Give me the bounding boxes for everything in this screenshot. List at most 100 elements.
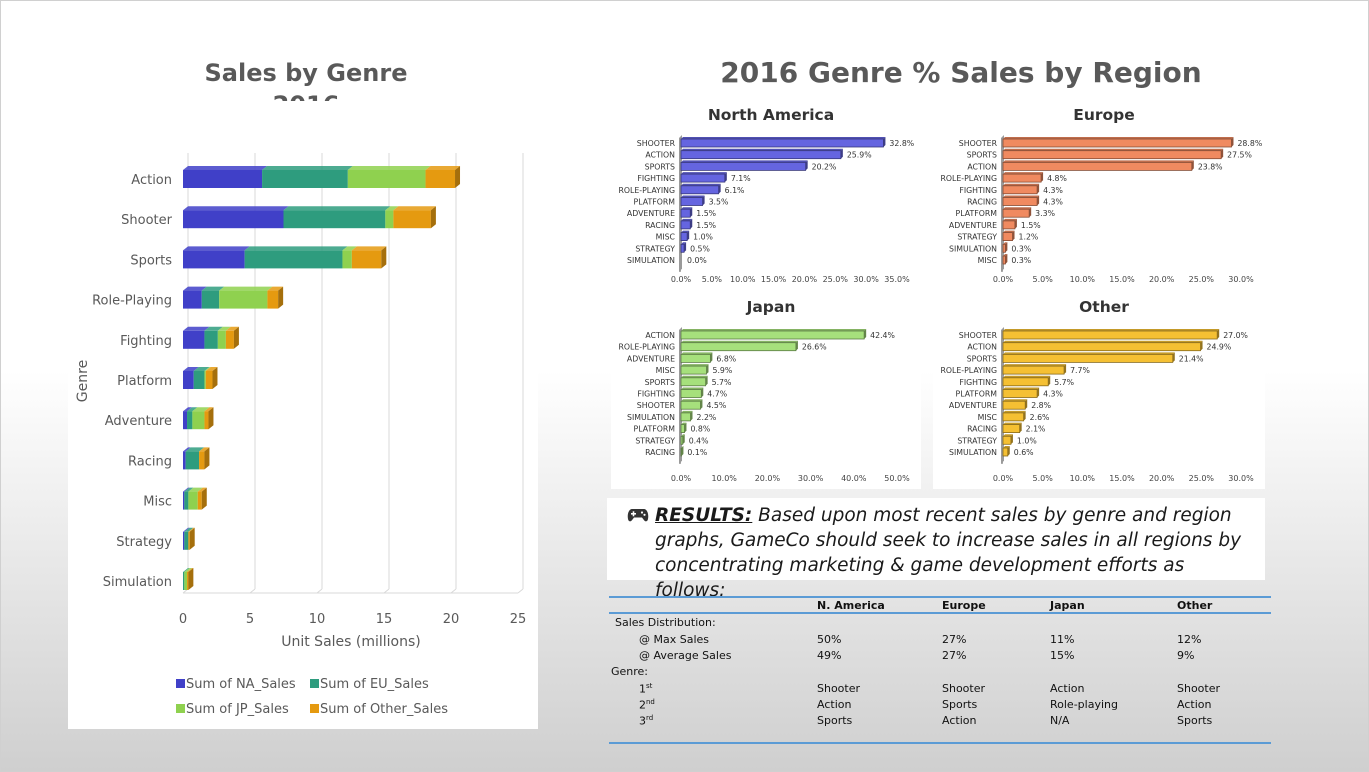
data-label: 2.1% bbox=[1026, 425, 1046, 434]
category-label: MISC bbox=[978, 413, 998, 422]
x-tick-label: 25.0% bbox=[1189, 474, 1215, 483]
category-label: MISC bbox=[978, 256, 998, 265]
bar-end-face bbox=[188, 568, 194, 590]
bar-end-face bbox=[1037, 195, 1040, 206]
bar-end-face bbox=[864, 329, 867, 339]
bar-end-face bbox=[212, 367, 218, 389]
legend-swatch bbox=[310, 704, 319, 713]
bar-segment-top bbox=[262, 166, 353, 170]
other-chart-panel: Other 0.0% 5.0% 10.0% 15.0% 20.0% 25.0% 30.0% SH… bbox=[933, 294, 1265, 489]
y-tick-label: Strategy bbox=[116, 535, 172, 550]
bar-segment bbox=[425, 170, 456, 188]
category-label: ADVENTURE bbox=[949, 401, 997, 410]
y-tick-label: Shooter bbox=[121, 213, 172, 228]
eu-chart-panel: Europe 0.0% 5.0% 10.0% 15.0% 20.0% 25.0% 30.0% S… bbox=[933, 102, 1265, 290]
genre-sales-chart: 0 5 10 15 20 25 Action Shooter Sports Role-Playin… bbox=[75, 153, 526, 717]
bar-segment bbox=[201, 290, 220, 309]
data-label: 26.6% bbox=[802, 343, 827, 352]
bar-segment bbox=[204, 330, 218, 349]
eu-chart: Europe 0.0% 5.0% 10.0% 15.0% 20.0% 25.0% 30.0% S… bbox=[940, 106, 1262, 284]
bar-end-face bbox=[690, 410, 693, 421]
bar-top-face bbox=[1003, 352, 1175, 355]
category-label: SPORTS bbox=[645, 162, 675, 171]
x-tick-label: 0.0% bbox=[993, 474, 1014, 483]
col-header-other: Other bbox=[1177, 599, 1213, 612]
bar-end-face bbox=[1010, 434, 1013, 445]
bar-end-face bbox=[701, 387, 704, 398]
bar-end-face bbox=[690, 218, 693, 229]
bar bbox=[680, 232, 688, 242]
category-label: FIGHTING bbox=[959, 186, 997, 195]
x-tick-label: 5 bbox=[246, 612, 254, 627]
bar-segment-top bbox=[184, 487, 194, 492]
y-tick-label: Sports bbox=[130, 253, 172, 268]
na-chart: North America 0.0% 5.0% 10.0% 15.0% 20.0% 25.0… bbox=[618, 106, 914, 284]
category-label: FIGHTING bbox=[637, 174, 675, 183]
genre-second-na: Action bbox=[817, 698, 852, 711]
data-label: 4.3% bbox=[1043, 186, 1063, 195]
avg-sales-na: 49% bbox=[817, 649, 842, 662]
bar-segment-top bbox=[183, 447, 191, 452]
avg-sales-jp: 15% bbox=[1050, 649, 1075, 662]
category-label: STRATEGY bbox=[957, 233, 997, 242]
bar-segment bbox=[204, 371, 206, 389]
y-tick-label: Platform bbox=[117, 374, 172, 389]
bar bbox=[680, 243, 685, 253]
category-label: ROLE-PLAYING bbox=[618, 186, 675, 195]
section-genre: Genre: bbox=[611, 665, 649, 678]
x-tick-label: 20.0% bbox=[1149, 474, 1175, 483]
col-header-jp: Japan bbox=[1050, 599, 1085, 612]
jp-chart: Japan 0.0% 10.0% 20.0% 30.0% 40.0% 50.0% ACTION… bbox=[618, 298, 910, 483]
x-tick-label: 50.0% bbox=[884, 474, 910, 483]
bar-end-face bbox=[1200, 340, 1203, 351]
x-tick-label: 40.0% bbox=[841, 474, 867, 483]
rank-suffix: nd bbox=[646, 698, 655, 706]
category-label: ROLE-PLAYING bbox=[940, 174, 997, 183]
bar-top-face bbox=[681, 242, 687, 245]
bar-end-face bbox=[883, 137, 886, 147]
bar-end-face bbox=[1014, 218, 1017, 229]
bar-top-face bbox=[1003, 329, 1220, 331]
bar-segment-top bbox=[217, 326, 231, 331]
row-label-max-sales: @ Max Sales bbox=[639, 633, 710, 646]
bar bbox=[680, 389, 702, 398]
legend-label: Sum of EU_Sales bbox=[320, 677, 429, 692]
bar-top-face bbox=[1003, 137, 1234, 139]
bar-segment-top bbox=[183, 527, 190, 532]
category-label: SHOOTER bbox=[637, 401, 676, 410]
bar-top-face bbox=[1003, 207, 1032, 210]
category-label: SHOOTER bbox=[637, 139, 676, 148]
bar-end-face bbox=[1221, 148, 1224, 159]
bar-end-face bbox=[1019, 422, 1022, 433]
rank-number: 3 bbox=[639, 714, 646, 728]
bar-segment bbox=[217, 330, 226, 349]
y-tick-label: Role-Playing bbox=[92, 294, 172, 309]
left-chart-title-line1: Sales by Genre bbox=[204, 59, 408, 87]
category-label: PLATFORM bbox=[956, 209, 997, 218]
bar-top-face bbox=[1003, 195, 1040, 198]
row-label-second: 2nd bbox=[639, 698, 655, 712]
data-label: 4.3% bbox=[1043, 390, 1063, 399]
bar bbox=[1002, 173, 1042, 183]
bar-top-face bbox=[1003, 434, 1013, 437]
bar-end-face bbox=[1025, 399, 1028, 410]
category-label: RACING bbox=[645, 221, 675, 230]
bar-segment-top bbox=[197, 487, 207, 492]
bar bbox=[1002, 255, 1006, 265]
bar-end-face bbox=[455, 166, 461, 188]
regional-charts-title: 2016 Genre % Sales by Region bbox=[720, 56, 1202, 89]
bar-segment-top bbox=[201, 286, 225, 291]
bar-end-face bbox=[690, 207, 693, 218]
max-sales-jp: 11% bbox=[1050, 633, 1075, 646]
bar bbox=[1002, 342, 1201, 352]
jp-chart-panel: Japan 0.0% 10.0% 20.0% 30.0% 40.0% 50.0% ACTION… bbox=[611, 294, 921, 489]
y-tick-label: Adventure bbox=[105, 414, 172, 429]
data-label: 25.9% bbox=[847, 151, 872, 160]
bar bbox=[1002, 208, 1030, 218]
data-label: 42.4% bbox=[870, 331, 895, 340]
bar-top-face bbox=[1003, 183, 1040, 186]
bar bbox=[680, 412, 691, 422]
category-label: SPORTS bbox=[967, 151, 997, 160]
x-tick-label: 0 bbox=[179, 612, 187, 627]
